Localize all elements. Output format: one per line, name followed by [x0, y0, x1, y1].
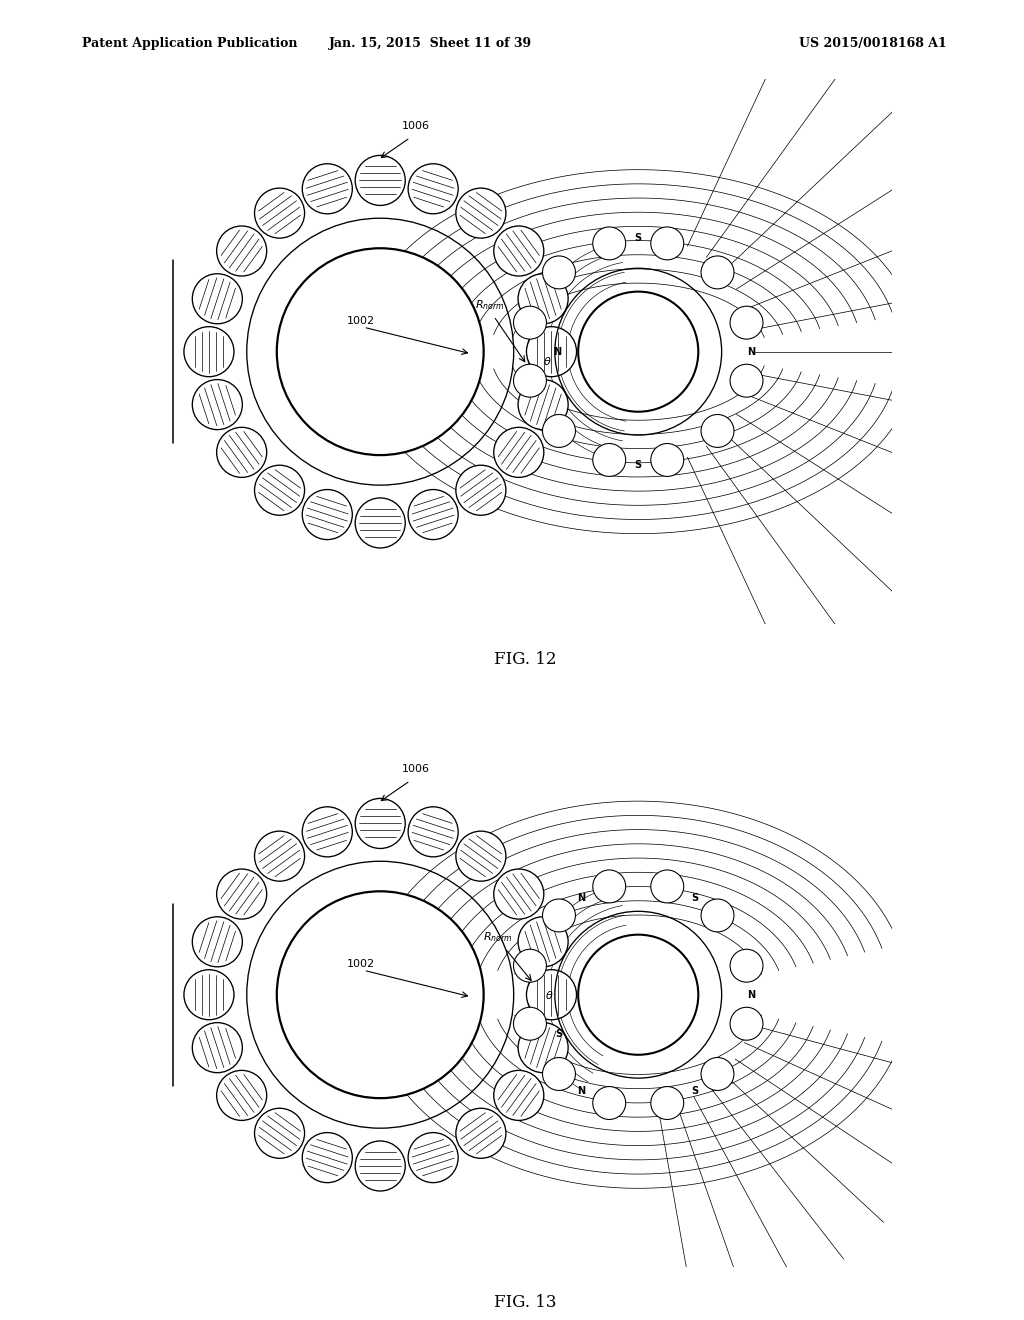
Circle shape — [513, 949, 547, 982]
Circle shape — [255, 832, 304, 882]
Circle shape — [456, 832, 506, 882]
Text: FIG. 13: FIG. 13 — [494, 1295, 556, 1312]
Text: $\theta$: $\theta$ — [545, 989, 554, 1001]
Circle shape — [518, 273, 568, 323]
Text: S: S — [635, 234, 642, 243]
Circle shape — [518, 380, 568, 429]
Text: N: N — [578, 894, 586, 903]
Circle shape — [526, 326, 577, 376]
Circle shape — [701, 256, 734, 289]
Circle shape — [276, 891, 483, 1098]
Circle shape — [651, 870, 684, 903]
Text: N: N — [748, 990, 756, 999]
Circle shape — [302, 490, 352, 540]
Circle shape — [255, 465, 304, 515]
Text: N: N — [578, 1086, 586, 1096]
Text: S: S — [635, 459, 642, 470]
Circle shape — [518, 1023, 568, 1073]
Text: FIG. 12: FIG. 12 — [494, 651, 556, 668]
Circle shape — [543, 414, 575, 447]
Circle shape — [494, 226, 544, 276]
Circle shape — [193, 273, 243, 323]
Circle shape — [518, 917, 568, 966]
Circle shape — [651, 227, 684, 260]
Circle shape — [456, 465, 506, 515]
Circle shape — [526, 970, 577, 1020]
Circle shape — [217, 428, 266, 478]
Text: S: S — [555, 1030, 562, 1039]
Circle shape — [355, 156, 406, 206]
Circle shape — [593, 1086, 626, 1119]
Circle shape — [409, 490, 458, 540]
Circle shape — [456, 187, 506, 238]
Circle shape — [302, 1133, 352, 1183]
Circle shape — [184, 970, 233, 1020]
Circle shape — [543, 899, 575, 932]
Text: S: S — [691, 1086, 698, 1096]
Circle shape — [651, 444, 684, 477]
Circle shape — [730, 1007, 763, 1040]
Circle shape — [651, 1086, 684, 1119]
Circle shape — [355, 1140, 406, 1191]
Circle shape — [409, 164, 458, 214]
Circle shape — [276, 248, 483, 455]
Circle shape — [513, 1007, 547, 1040]
Circle shape — [302, 164, 352, 214]
Text: $R_{norm}$: $R_{norm}$ — [475, 298, 505, 312]
Circle shape — [513, 364, 547, 397]
Text: 1002: 1002 — [347, 958, 375, 969]
Text: S: S — [691, 894, 698, 903]
Text: N: N — [553, 347, 561, 356]
Circle shape — [193, 380, 243, 429]
Circle shape — [456, 1109, 506, 1159]
Circle shape — [593, 227, 626, 260]
Circle shape — [255, 1109, 304, 1159]
Circle shape — [217, 869, 266, 919]
Text: Patent Application Publication: Patent Application Publication — [82, 37, 297, 50]
Circle shape — [730, 306, 763, 339]
Circle shape — [513, 306, 547, 339]
Circle shape — [409, 1133, 458, 1183]
Circle shape — [217, 1071, 266, 1121]
Circle shape — [355, 498, 406, 548]
Text: US 2015/0018168 A1: US 2015/0018168 A1 — [799, 37, 946, 50]
Circle shape — [494, 428, 544, 478]
Text: 1006: 1006 — [401, 121, 430, 131]
Circle shape — [579, 292, 698, 412]
Circle shape — [217, 226, 266, 276]
Text: $R_{norm}$: $R_{norm}$ — [482, 931, 512, 944]
Text: $\theta$: $\theta$ — [543, 355, 551, 367]
Circle shape — [193, 917, 243, 966]
Circle shape — [409, 807, 458, 857]
Circle shape — [593, 870, 626, 903]
Circle shape — [255, 187, 304, 238]
Circle shape — [593, 444, 626, 477]
Circle shape — [579, 935, 698, 1055]
Circle shape — [494, 869, 544, 919]
Circle shape — [701, 1057, 734, 1090]
Circle shape — [302, 807, 352, 857]
Circle shape — [193, 1023, 243, 1073]
Circle shape — [184, 326, 233, 376]
Circle shape — [494, 1071, 544, 1121]
Circle shape — [701, 899, 734, 932]
Circle shape — [730, 364, 763, 397]
Text: Jan. 15, 2015  Sheet 11 of 39: Jan. 15, 2015 Sheet 11 of 39 — [329, 37, 531, 50]
Text: N: N — [748, 347, 756, 356]
Text: 1002: 1002 — [347, 315, 375, 326]
Circle shape — [355, 799, 406, 849]
Circle shape — [730, 949, 763, 982]
Text: 1006: 1006 — [401, 764, 430, 774]
Circle shape — [701, 414, 734, 447]
Circle shape — [543, 1057, 575, 1090]
Circle shape — [543, 256, 575, 289]
